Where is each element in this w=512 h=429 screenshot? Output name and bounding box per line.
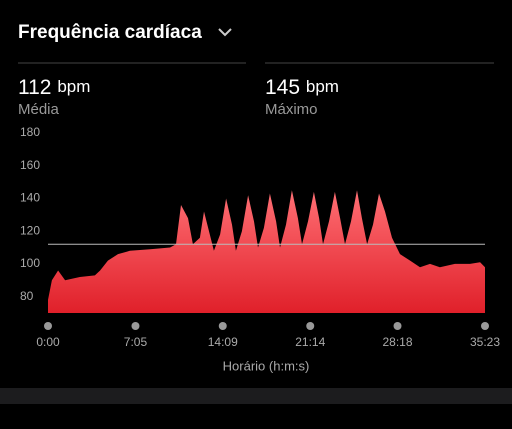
bottom-band (0, 388, 512, 404)
y-tick-label: 80 (20, 289, 34, 303)
y-tick-label: 120 (20, 223, 40, 237)
x-tick-dot (131, 322, 140, 330)
x-tick-label: 35:23 (470, 335, 500, 349)
stat-value: 112 (18, 76, 51, 99)
dropdown-chevron[interactable] (218, 28, 232, 37)
x-axis-label: Horário (h:m:s) (223, 358, 310, 373)
x-tick-dot (218, 322, 227, 330)
x-tick-dot (44, 322, 52, 330)
y-tick-label: 100 (20, 256, 40, 270)
y-tick-label: 140 (20, 191, 40, 205)
x-tick-dot (481, 322, 489, 330)
x-tick-label: 7:05 (124, 335, 148, 349)
stat-label: Máximo (265, 101, 318, 118)
x-tick-label: 14:09 (208, 335, 238, 349)
x-tick-dot (306, 322, 315, 330)
x-tick-label: 21:14 (295, 335, 325, 349)
stat-label: Média (18, 101, 60, 118)
y-tick-label: 160 (20, 158, 40, 172)
stat-value: 145 (265, 76, 300, 99)
stat-average: 112 bpm (18, 76, 90, 99)
stat-unit: bpm (57, 77, 90, 96)
x-tick-dot (393, 322, 402, 330)
stat-max: 145 bpm (265, 76, 339, 99)
x-tick-label: 0:00 (36, 335, 60, 349)
heart-rate-area (48, 190, 485, 313)
stat-unit: bpm (306, 77, 339, 96)
y-tick-label: 180 (20, 125, 40, 139)
x-tick-label: 28:18 (383, 335, 413, 349)
title[interactable]: Frequência cardíaca (18, 22, 202, 43)
